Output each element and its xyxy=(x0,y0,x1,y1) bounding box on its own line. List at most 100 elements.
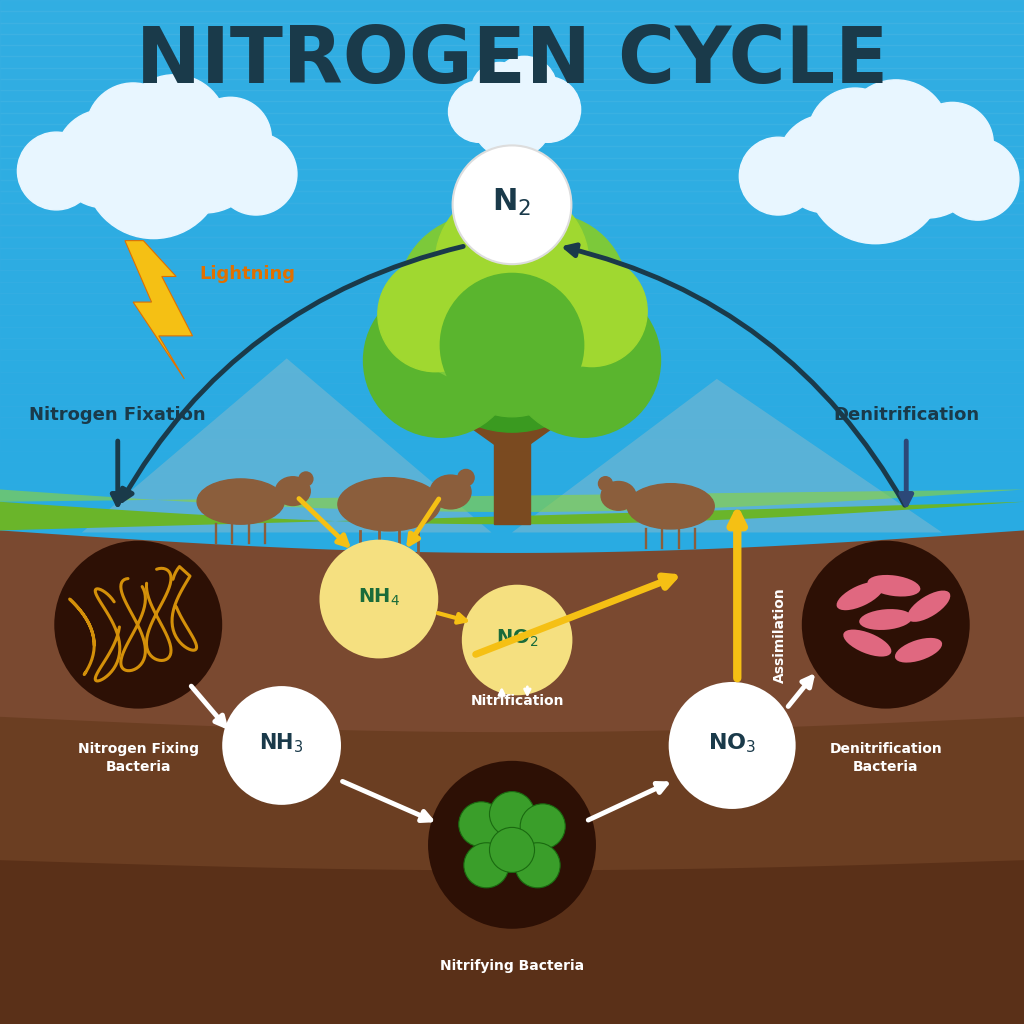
Polygon shape xyxy=(0,860,1024,1024)
Ellipse shape xyxy=(844,630,891,656)
Circle shape xyxy=(84,99,223,239)
Bar xyxy=(0,45,1024,56)
Bar xyxy=(0,146,1024,158)
Circle shape xyxy=(86,83,180,177)
Circle shape xyxy=(299,472,313,486)
Polygon shape xyxy=(0,502,1024,530)
Text: Denitrification: Denitrification xyxy=(834,406,979,424)
Circle shape xyxy=(215,133,297,215)
Circle shape xyxy=(453,145,571,264)
Circle shape xyxy=(598,477,612,490)
Bar xyxy=(0,304,1024,315)
Bar xyxy=(0,439,1024,451)
Bar xyxy=(494,422,530,524)
Circle shape xyxy=(55,110,154,208)
Bar xyxy=(0,417,1024,428)
Ellipse shape xyxy=(837,582,884,610)
Bar xyxy=(0,451,1024,462)
Circle shape xyxy=(435,186,589,340)
Bar xyxy=(0,169,1024,180)
Bar xyxy=(0,259,1024,270)
Bar xyxy=(0,428,1024,439)
Ellipse shape xyxy=(197,479,284,524)
Circle shape xyxy=(189,97,271,179)
Bar xyxy=(0,507,1024,518)
Bar xyxy=(0,473,1024,484)
Text: Denitrification
Bacteria: Denitrification Bacteria xyxy=(829,742,942,774)
Bar xyxy=(0,191,1024,203)
Circle shape xyxy=(806,104,945,244)
Ellipse shape xyxy=(867,574,921,597)
Bar xyxy=(0,529,1024,541)
Text: Assimilation: Assimilation xyxy=(773,587,787,683)
Circle shape xyxy=(17,132,95,210)
Circle shape xyxy=(911,102,993,184)
Bar xyxy=(0,180,1024,191)
Circle shape xyxy=(378,257,493,372)
Bar xyxy=(0,225,1024,237)
Circle shape xyxy=(515,843,560,888)
Circle shape xyxy=(777,115,876,213)
Bar xyxy=(0,79,1024,90)
Bar xyxy=(0,315,1024,327)
Text: NITROGEN CYCLE: NITROGEN CYCLE xyxy=(136,23,888,98)
Text: NO$_2$: NO$_2$ xyxy=(496,628,539,648)
Bar xyxy=(0,68,1024,79)
Bar xyxy=(0,484,1024,496)
Text: Nitrogen Fixing
Bacteria: Nitrogen Fixing Bacteria xyxy=(78,742,199,774)
Ellipse shape xyxy=(275,477,310,506)
Circle shape xyxy=(449,81,510,142)
Polygon shape xyxy=(512,379,942,532)
Circle shape xyxy=(222,686,341,805)
Bar xyxy=(0,11,1024,23)
Text: Nitrogen Fixation: Nitrogen Fixation xyxy=(30,406,206,424)
Circle shape xyxy=(739,137,817,215)
Circle shape xyxy=(148,100,261,213)
Bar xyxy=(0,101,1024,113)
Circle shape xyxy=(410,227,614,432)
Ellipse shape xyxy=(895,638,942,663)
Bar xyxy=(0,113,1024,124)
Bar xyxy=(0,360,1024,372)
Ellipse shape xyxy=(907,591,950,622)
Circle shape xyxy=(669,682,796,809)
Circle shape xyxy=(440,273,584,417)
Bar xyxy=(0,372,1024,383)
Circle shape xyxy=(468,214,628,374)
Text: Lightning: Lightning xyxy=(200,265,296,284)
Bar xyxy=(0,349,1024,360)
Bar xyxy=(0,203,1024,214)
FancyArrowPatch shape xyxy=(566,245,905,505)
Polygon shape xyxy=(82,358,492,532)
Bar xyxy=(0,56,1024,68)
Bar xyxy=(0,282,1024,293)
Bar xyxy=(0,462,1024,473)
Text: Nitrification: Nitrification xyxy=(470,694,564,709)
Bar xyxy=(0,90,1024,101)
Circle shape xyxy=(471,62,528,120)
Circle shape xyxy=(121,75,227,181)
Polygon shape xyxy=(0,489,1024,512)
Bar xyxy=(0,383,1024,394)
Polygon shape xyxy=(125,241,193,379)
Circle shape xyxy=(870,105,983,218)
Circle shape xyxy=(458,469,474,485)
Circle shape xyxy=(464,843,509,888)
Ellipse shape xyxy=(859,609,912,630)
Circle shape xyxy=(802,541,970,709)
Bar xyxy=(0,327,1024,338)
Circle shape xyxy=(471,77,553,159)
Bar xyxy=(0,0,1024,11)
Circle shape xyxy=(515,77,581,142)
Bar xyxy=(0,496,1024,507)
Text: NO$_3$: NO$_3$ xyxy=(708,731,757,756)
Bar xyxy=(0,552,1024,563)
Ellipse shape xyxy=(627,483,715,529)
Bar xyxy=(0,406,1024,417)
Bar xyxy=(0,158,1024,169)
Bar xyxy=(0,135,1024,146)
Circle shape xyxy=(54,541,222,709)
Circle shape xyxy=(489,827,535,872)
Circle shape xyxy=(459,802,504,847)
Polygon shape xyxy=(440,407,584,458)
